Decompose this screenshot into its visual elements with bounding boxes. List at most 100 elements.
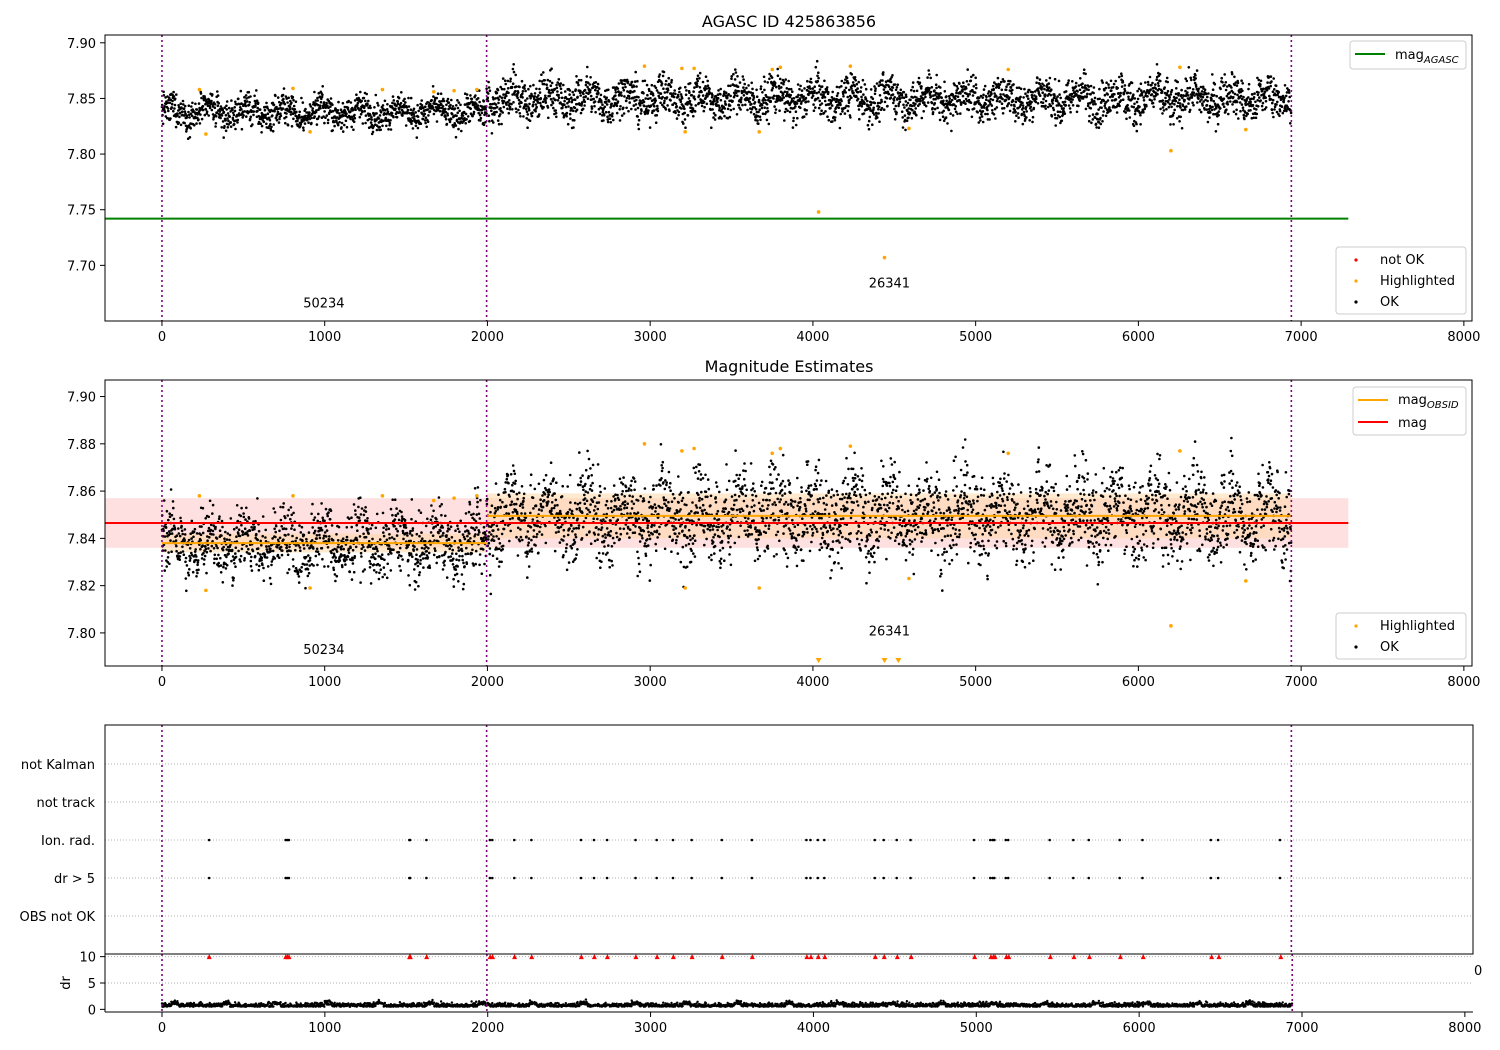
- ok-point: [278, 100, 281, 104]
- ok-point: [732, 72, 735, 76]
- ok-point: [559, 87, 563, 91]
- ok-point: [366, 517, 369, 520]
- ok-point: [289, 113, 293, 116]
- ok-point: [458, 109, 461, 113]
- ok-point: [308, 564, 312, 567]
- ok-point: [339, 108, 343, 111]
- ok-point: [264, 536, 267, 539]
- magnitude-panel: Magnitude Estimates 7.807.827.847.867.88…: [67, 357, 1480, 690]
- ok-point: [167, 518, 170, 522]
- ok-point: [414, 124, 418, 128]
- ok-point: [164, 115, 168, 118]
- ok-point: [567, 105, 570, 108]
- ok-point: [307, 554, 310, 557]
- ok-point: [494, 97, 497, 100]
- ok-point: [1223, 73, 1226, 76]
- ok-point: [531, 103, 535, 106]
- ok-point: [307, 121, 310, 124]
- ok-point: [360, 555, 363, 558]
- ok-point: [251, 549, 255, 553]
- ok-point: [539, 97, 543, 100]
- ok-point: [1165, 92, 1169, 95]
- ok-point: [320, 528, 324, 532]
- ok-point: [363, 549, 367, 552]
- ok-point: [251, 123, 254, 126]
- ok-point: [778, 109, 781, 112]
- ok-point: [189, 127, 192, 130]
- ok-point: [597, 91, 600, 95]
- ok-point: [576, 95, 579, 99]
- ok-point: [601, 103, 604, 106]
- ok-point: [325, 114, 329, 117]
- ok-point: [1050, 115, 1054, 118]
- ok-point: [221, 525, 224, 529]
- ok-point: [1089, 84, 1093, 88]
- ok-point: [286, 101, 289, 104]
- ok-point: [228, 115, 231, 118]
- ok-point: [1067, 79, 1070, 82]
- ok-point: [1128, 109, 1131, 112]
- ok-point: [901, 126, 905, 129]
- ok-point: [973, 91, 977, 94]
- ok-point: [702, 109, 706, 113]
- ok-point: [212, 561, 216, 565]
- ok-point: [748, 97, 752, 100]
- ok-point: [239, 554, 243, 558]
- ok-point: [1063, 112, 1067, 115]
- ok-point: [1283, 84, 1287, 87]
- ok-point: [165, 565, 168, 568]
- ok-point: [520, 79, 524, 83]
- ok-point: [860, 104, 864, 108]
- ok-point: [812, 103, 815, 106]
- ok-point: [1269, 84, 1272, 88]
- ok-point: [766, 106, 769, 110]
- ok-point: [338, 559, 342, 562]
- ok-point: [527, 108, 531, 112]
- ok-point: [448, 120, 452, 124]
- ok-point: [170, 550, 173, 553]
- ok-point: [618, 119, 622, 122]
- ok-point: [285, 112, 288, 115]
- ok-point: [487, 92, 490, 95]
- ok-point: [1042, 84, 1046, 87]
- ok-point: [242, 515, 246, 519]
- ok-point: [407, 105, 411, 108]
- ok-point: [508, 99, 511, 102]
- ok-point: [338, 120, 341, 124]
- ok-point: [1169, 93, 1173, 96]
- ok-point: [318, 536, 322, 540]
- ok-point: [786, 90, 789, 94]
- ok-point: [557, 96, 561, 99]
- ok-point: [615, 104, 619, 107]
- ok-point: [246, 534, 250, 537]
- ok-point: [684, 93, 688, 96]
- ok-point: [945, 99, 948, 103]
- ok-point: [446, 97, 450, 101]
- ok-point: [308, 111, 311, 114]
- ok-point: [1044, 107, 1047, 110]
- ok-point: [876, 116, 879, 119]
- ok-point: [614, 98, 618, 101]
- ok-point: [1114, 98, 1118, 101]
- ok-point: [904, 100, 908, 103]
- ok-point: [629, 83, 633, 86]
- ok-point: [1025, 110, 1028, 113]
- ok-point: [968, 93, 971, 96]
- ok-point: [334, 107, 338, 111]
- ok-point: [528, 102, 531, 106]
- ok-point: [667, 76, 670, 80]
- ok-point: [935, 73, 938, 77]
- ok-point: [983, 84, 987, 88]
- ok-point: [216, 104, 220, 108]
- ok-point: [535, 87, 538, 91]
- ok-point: [615, 111, 619, 115]
- ok-point: [277, 121, 281, 124]
- ok-point: [982, 93, 985, 97]
- ok-point: [734, 68, 737, 71]
- ok-point: [168, 512, 171, 515]
- ok-point: [1003, 80, 1006, 83]
- ok-point: [1078, 99, 1082, 102]
- ok-point: [288, 107, 292, 111]
- ok-point: [616, 100, 620, 103]
- ok-point: [642, 100, 646, 104]
